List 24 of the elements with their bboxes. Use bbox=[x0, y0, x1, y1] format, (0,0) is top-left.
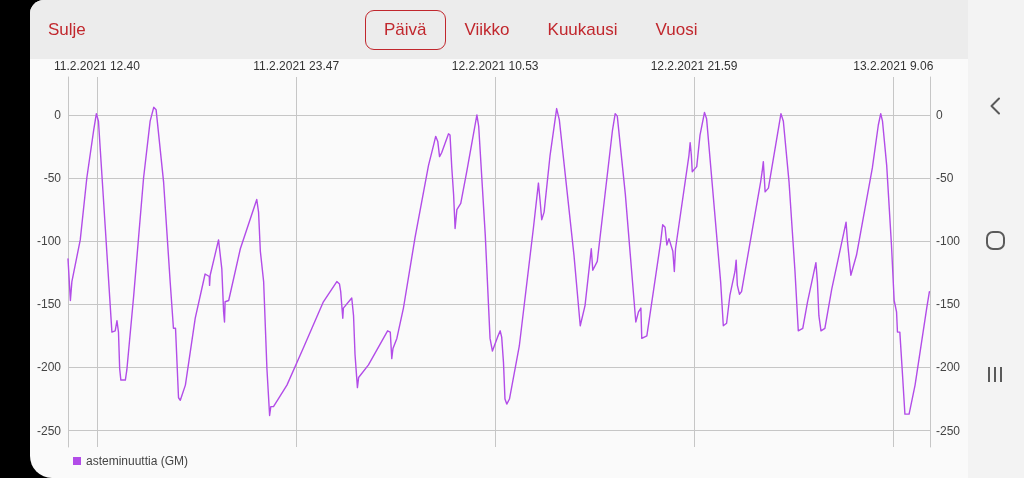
legend-label: asteminuuttia (GM) bbox=[86, 454, 189, 468]
y-tick-label: -150 bbox=[36, 297, 62, 312]
text: Päivä bbox=[365, 10, 446, 50]
y2-tick-label: 0 bbox=[936, 107, 943, 122]
text: Vuosi bbox=[654, 19, 699, 41]
text: Viikko bbox=[463, 19, 511, 41]
y-tick-label: -50 bbox=[43, 171, 62, 186]
y2-tick-label: -150 bbox=[936, 297, 961, 312]
y-tick-label: -250 bbox=[36, 423, 62, 438]
y2-tick-label: -250 bbox=[936, 423, 961, 438]
y2-tick-label: -50 bbox=[936, 171, 954, 186]
text: Kuukausi bbox=[546, 19, 619, 41]
y2-tick-label: -200 bbox=[936, 360, 961, 375]
y2-tick-label: -100 bbox=[936, 234, 961, 249]
y-tick-label: -200 bbox=[36, 360, 62, 375]
text: Sulje bbox=[48, 19, 86, 41]
y-tick-label: 0 bbox=[54, 107, 62, 122]
y-tick-label: -100 bbox=[36, 234, 62, 249]
x-tick-label: 12.2.2021 10.53 bbox=[451, 59, 539, 73]
x-tick-label: 11.2.2021 12.40 bbox=[54, 59, 141, 73]
x-tick-label: 12.2.2021 21.59 bbox=[650, 59, 738, 73]
line-series bbox=[67, 106, 931, 417]
x-tick-label: 13.2.2021 9.06 bbox=[853, 59, 934, 73]
x-tick-label: 11.2.2021 23.47 bbox=[253, 59, 340, 73]
